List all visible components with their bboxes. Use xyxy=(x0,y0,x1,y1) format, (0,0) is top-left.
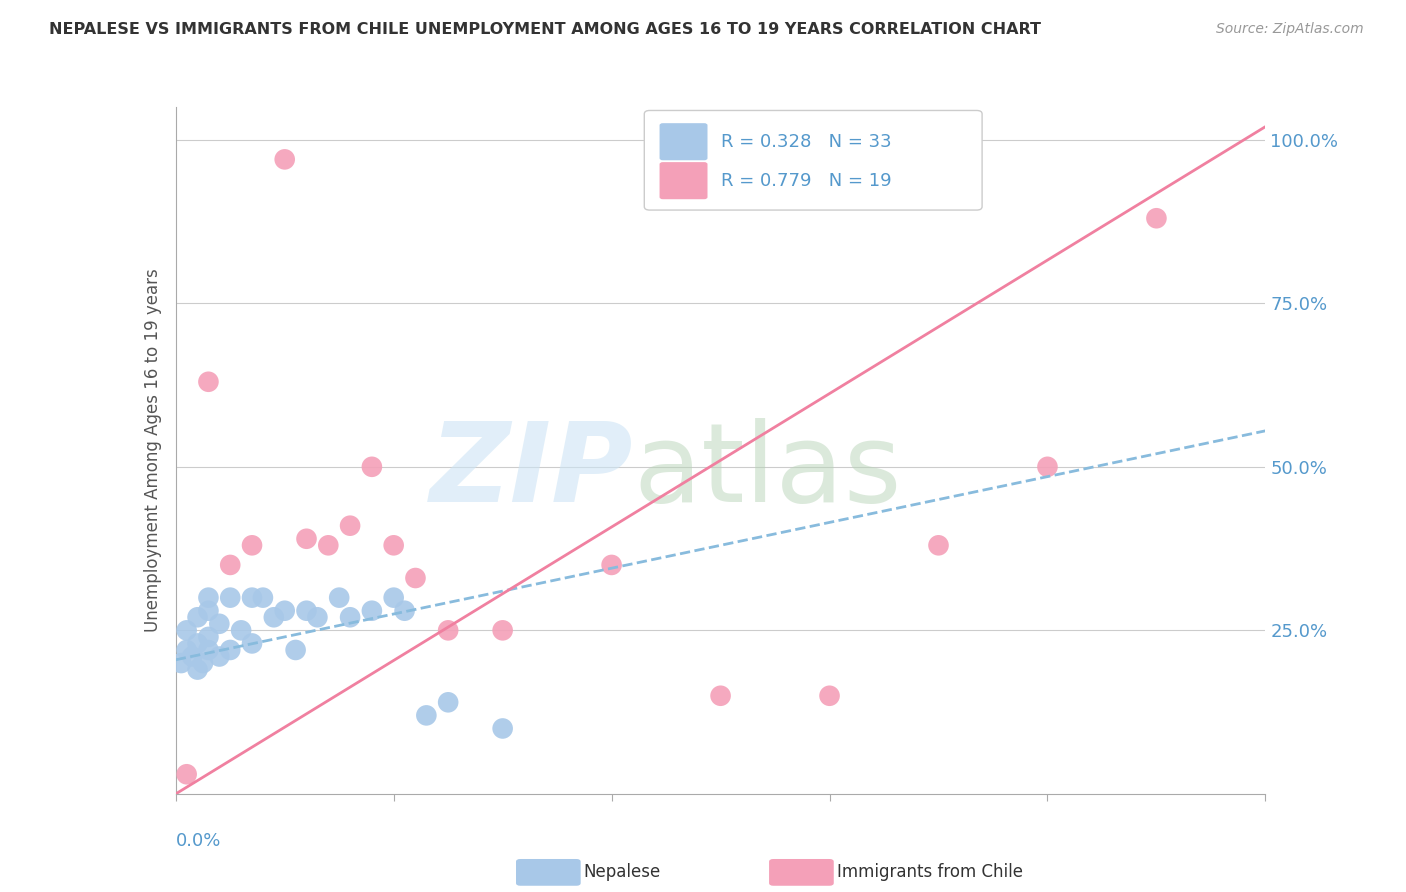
Point xyxy=(219,558,242,572)
Point xyxy=(176,767,198,781)
Y-axis label: Unemployment Among Ages 16 to 19 years: Unemployment Among Ages 16 to 19 years xyxy=(143,268,162,632)
Point xyxy=(928,538,950,552)
Point xyxy=(176,624,198,638)
Point xyxy=(415,708,437,723)
Point xyxy=(176,643,198,657)
FancyBboxPatch shape xyxy=(644,111,981,211)
Point xyxy=(818,689,841,703)
Point xyxy=(318,538,340,552)
Point xyxy=(492,722,515,736)
Point xyxy=(197,643,219,657)
Point xyxy=(1036,459,1059,474)
Point xyxy=(219,643,242,657)
Text: Immigrants from Chile: Immigrants from Chile xyxy=(837,863,1022,881)
Text: ZIP: ZIP xyxy=(430,417,633,524)
Point xyxy=(231,624,253,638)
Text: R = 0.328   N = 33: R = 0.328 N = 33 xyxy=(721,133,891,151)
Point xyxy=(382,591,405,605)
Point xyxy=(492,624,515,638)
Point xyxy=(394,604,416,618)
Point xyxy=(263,610,285,624)
Point xyxy=(295,532,318,546)
Point xyxy=(274,604,297,618)
FancyBboxPatch shape xyxy=(659,162,707,199)
Point xyxy=(208,649,231,664)
Point xyxy=(197,604,219,618)
Point xyxy=(360,459,382,474)
Point xyxy=(339,610,361,624)
Point xyxy=(274,153,297,167)
Text: Source: ZipAtlas.com: Source: ZipAtlas.com xyxy=(1216,22,1364,37)
Text: atlas: atlas xyxy=(633,417,901,524)
Point xyxy=(186,663,209,677)
Point xyxy=(328,591,350,605)
Point xyxy=(240,591,263,605)
Point xyxy=(437,624,460,638)
Point xyxy=(197,591,219,605)
Point xyxy=(405,571,427,585)
Text: 0.0%: 0.0% xyxy=(176,831,221,850)
Point xyxy=(1144,211,1167,226)
Point xyxy=(339,518,361,533)
Point xyxy=(284,643,307,657)
Text: NEPALESE VS IMMIGRANTS FROM CHILE UNEMPLOYMENT AMONG AGES 16 TO 19 YEARS CORRELA: NEPALESE VS IMMIGRANTS FROM CHILE UNEMPL… xyxy=(49,22,1042,37)
Point xyxy=(240,538,263,552)
Point xyxy=(197,375,219,389)
Point xyxy=(437,695,460,709)
Point xyxy=(170,656,193,670)
Text: R = 0.779   N = 19: R = 0.779 N = 19 xyxy=(721,171,891,190)
Point xyxy=(186,636,209,650)
Point xyxy=(208,616,231,631)
Text: Nepalese: Nepalese xyxy=(583,863,661,881)
Point xyxy=(191,656,214,670)
Point xyxy=(360,604,382,618)
FancyBboxPatch shape xyxy=(659,123,707,161)
Point xyxy=(600,558,623,572)
Point xyxy=(382,538,405,552)
Point xyxy=(197,630,219,644)
Point xyxy=(295,604,318,618)
Point xyxy=(710,689,733,703)
Point xyxy=(186,610,209,624)
Point xyxy=(252,591,274,605)
Point xyxy=(307,610,329,624)
Point xyxy=(181,649,204,664)
Point xyxy=(240,636,263,650)
Point xyxy=(219,591,242,605)
